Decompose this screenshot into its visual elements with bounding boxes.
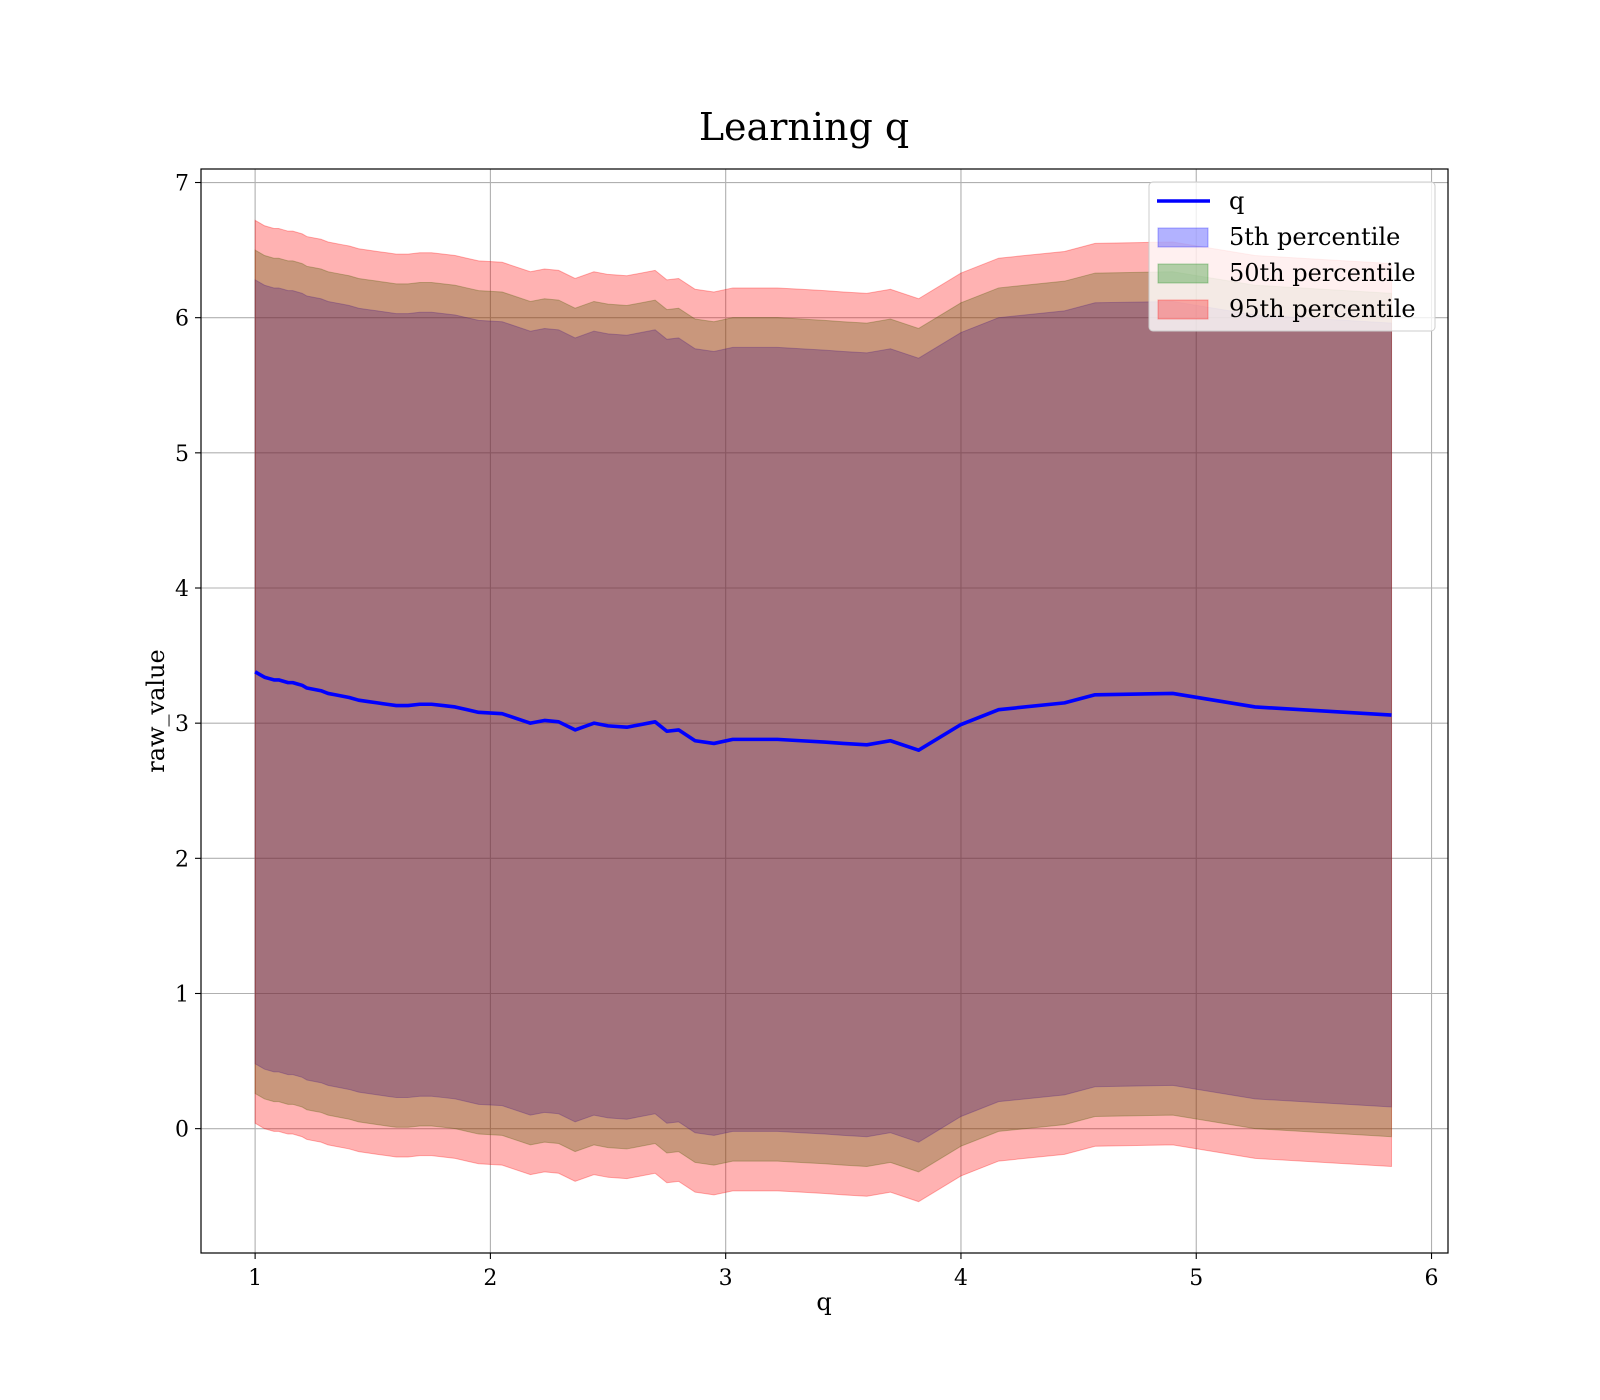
band-1 [254, 278, 1393, 1143]
legend-box [1148, 181, 1436, 332]
y-tick-label: 5 [175, 442, 189, 467]
legend-swatch [1157, 299, 1209, 320]
legend: q 5th percentile 50th percentile 95th perce… [1148, 181, 1436, 332]
y-tick-label: 2 [175, 847, 189, 872]
chart-title: Learning q [699, 105, 909, 149]
legend-swatch [1157, 263, 1209, 284]
y-axis-label: raw_value [142, 649, 170, 773]
x-tick-label: 2 [483, 1266, 497, 1291]
band-2 [254, 249, 1393, 1173]
plot-frame [200, 168, 1449, 1254]
q-line-layer [254, 670, 1392, 753]
x-tick-label: 6 [1425, 1266, 1439, 1291]
legend-label: 5th percentile [1229, 223, 1400, 251]
legend-label: q [1229, 187, 1244, 215]
band-3 [254, 219, 1393, 1203]
legend-label: 50th percentile [1229, 259, 1416, 287]
q-line [254, 670, 1392, 753]
legend-label: 95th percentile [1229, 295, 1416, 323]
y-tick-label: 1 [175, 982, 189, 1007]
x-tick-label: 3 [719, 1266, 733, 1291]
y-tick-label: 0 [175, 1118, 189, 1143]
x-tick-label: 4 [954, 1266, 968, 1291]
x-tick-label: 1 [248, 1266, 262, 1291]
y-tick-label: 6 [175, 307, 189, 332]
y-tick-label: 4 [175, 577, 189, 602]
percentile-bands [254, 219, 1393, 1203]
y-tick-label: 3 [175, 712, 189, 737]
x-axis-label: q [816, 1288, 831, 1316]
x-tick-label: 5 [1189, 1266, 1203, 1291]
y-tick-label: 7 [175, 172, 189, 197]
axis-ticks: 1 2 3 4 5 6 0 1 2 3 4 5 6 7 [175, 172, 1439, 1291]
legend-swatch [1157, 227, 1209, 248]
